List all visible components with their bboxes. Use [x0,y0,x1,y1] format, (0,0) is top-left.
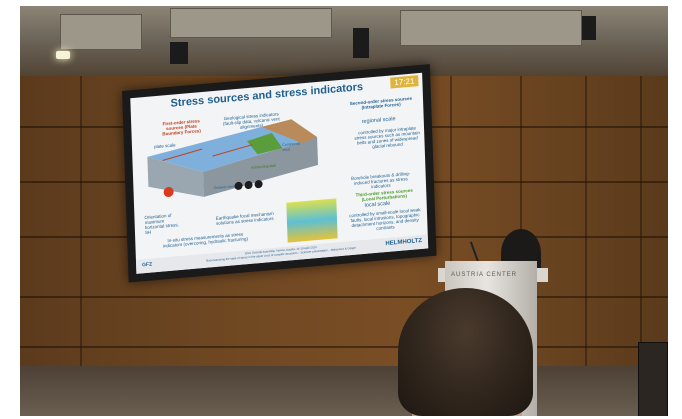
block-side [203,137,319,197]
stress-arrow [162,148,203,161]
ceiling [20,6,668,86]
spotlight [353,28,369,58]
regional-desc: controlled by major intraplate stress so… [354,125,421,150]
local-scale-label: local scale [364,200,391,209]
orientation-label: Orientation of maximum horizontal stress… [144,212,179,236]
gfz-logo: GFZ [142,261,153,269]
photo: Stress sources and stress indicators 17:… [20,6,668,416]
regional-scale-label: regional scale [361,116,396,126]
second-order-label: Second-order stress sources (Intraplate … [349,95,413,111]
wall-seam [640,76,642,376]
mantle-plume [163,186,174,197]
audience-head [398,288,533,416]
local-inset [286,198,338,243]
focal-mechanism [254,180,263,189]
focal-mechanism [234,181,243,190]
chair [638,342,668,416]
spotlight [170,42,188,64]
tectonic-block-diagram [147,119,319,197]
floor [20,366,668,416]
helmholtz-logo: HELMHOLTZ [385,237,423,248]
slide-title: Stress sources and stress indicators [170,80,364,110]
continental-crust-label: Continental crust [282,141,301,153]
slide: Stress sources and stress indicators 17:… [130,72,429,274]
block-front [147,156,204,197]
local-desc: controlled by small-scale local weak fau… [349,207,421,231]
earthquake-label: Earthquake focal mechanism solutions as … [215,210,274,226]
mountain [261,119,318,144]
continental-block [247,132,283,155]
stress-arrow [212,144,253,157]
wall-seam [520,76,522,376]
ceiling-panel [170,8,332,38]
projection-screen: Stress sources and stress indicators 17:… [122,64,437,283]
wall-seam [585,76,587,376]
insitu-label: In-situ stress measurements as stress in… [162,231,249,249]
wall-seam [20,296,668,298]
ceiling-light [56,51,70,59]
ceiling-panel [60,14,142,50]
wall-seam [80,76,82,376]
podium-label: AUSTRIA CENTER [451,272,518,278]
wall-seam [20,346,668,348]
ceiling-panel [400,10,582,46]
spotlight [582,16,596,40]
slide-timer: 17:21 [390,75,419,89]
wall-seam [450,76,452,376]
focal-mechanism [244,181,253,190]
